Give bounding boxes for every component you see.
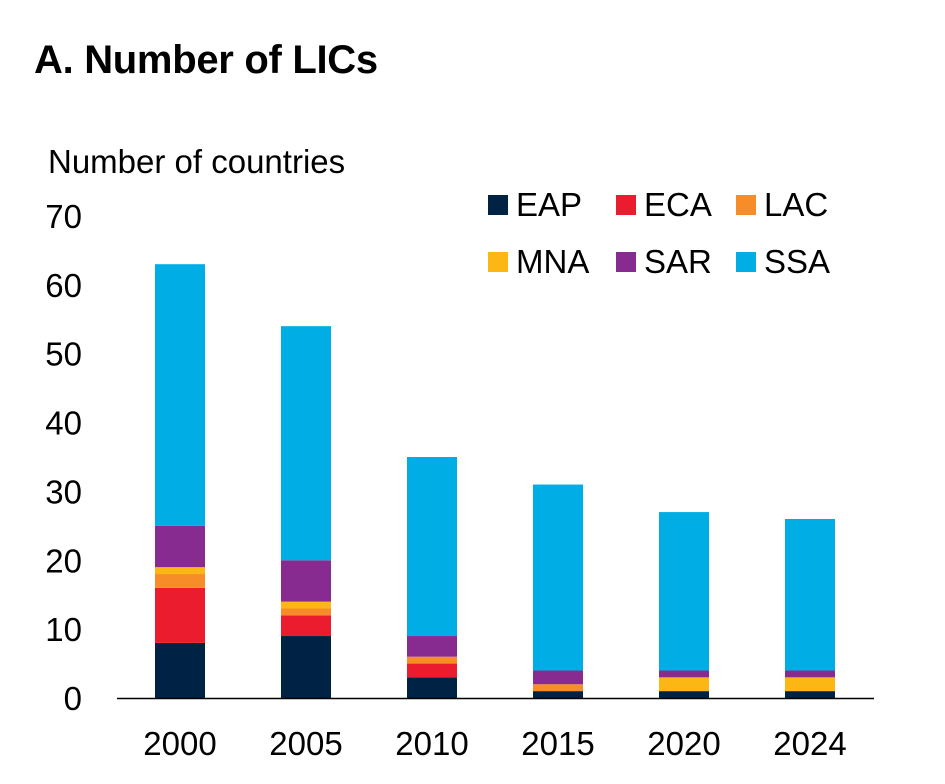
y-tick-label: 10 bbox=[45, 611, 82, 648]
x-tick-label: 2005 bbox=[269, 725, 342, 762]
legend-item-mna: MNA bbox=[488, 243, 589, 281]
bar-segment-eap-2024 bbox=[785, 691, 835, 698]
bar-segment-mna-2005 bbox=[281, 601, 331, 609]
y-tick-label: 20 bbox=[45, 542, 82, 579]
legend-label: SAR bbox=[644, 243, 712, 280]
legend-item-sar: SAR bbox=[616, 243, 712, 281]
bar-segment-lac-2015 bbox=[533, 684, 583, 692]
bar-segment-mna-2000 bbox=[155, 567, 205, 575]
legend-item-eap: EAP bbox=[488, 186, 582, 224]
bar-segment-sar-2000 bbox=[155, 525, 205, 568]
bar-segment-eap-2020 bbox=[659, 691, 709, 698]
x-tick-label: 2024 bbox=[773, 725, 846, 762]
legend-item-ssa: SSA bbox=[736, 243, 830, 281]
legend-swatch bbox=[736, 195, 756, 215]
bar-segment-ssa-2000 bbox=[155, 264, 205, 526]
y-tick-label: 0 bbox=[64, 680, 82, 717]
y-tick-label: 60 bbox=[45, 267, 82, 304]
bar-segment-eap-2005 bbox=[281, 636, 331, 698]
x-tick-label: 2015 bbox=[521, 725, 594, 762]
bar-segment-lac-2000 bbox=[155, 574, 205, 588]
legend-label: EAP bbox=[516, 186, 583, 223]
legend-swatch bbox=[616, 252, 636, 272]
legend-item-eca: ECA bbox=[616, 186, 712, 224]
bar-segment-mna-2020 bbox=[659, 677, 709, 692]
bar-segment-lac-2010 bbox=[407, 656, 457, 664]
legend-swatch bbox=[616, 195, 636, 215]
legend-swatch bbox=[736, 252, 756, 272]
legend-label: ECA bbox=[644, 186, 712, 223]
bar-segment-ssa-2020 bbox=[659, 512, 709, 671]
bar-segment-sar-2020 bbox=[659, 670, 709, 678]
bar-segment-eca-2000 bbox=[155, 587, 205, 643]
y-tick-label: 40 bbox=[45, 405, 82, 442]
legend-label: LAC bbox=[764, 186, 829, 223]
y-tick-label: 50 bbox=[45, 336, 82, 373]
legend-item-lac: LAC bbox=[736, 186, 828, 224]
legend-swatch bbox=[488, 195, 508, 215]
bar-segment-eca-2010 bbox=[407, 663, 457, 678]
x-tick-label: 2010 bbox=[395, 725, 468, 762]
bar-segment-ssa-2010 bbox=[407, 457, 457, 637]
y-tick-label: 70 bbox=[45, 198, 82, 235]
bar-segment-eca-2005 bbox=[281, 615, 331, 637]
y-tick-label: 30 bbox=[45, 473, 82, 510]
bar-segment-eap-2000 bbox=[155, 642, 205, 698]
bar-segment-eap-2015 bbox=[533, 691, 583, 698]
bar-segment-eap-2010 bbox=[407, 677, 457, 698]
x-tick-label: 2020 bbox=[647, 725, 720, 762]
bar-segment-ssa-2005 bbox=[281, 326, 331, 561]
bar-segment-mna-2024 bbox=[785, 677, 835, 692]
bar-segment-ssa-2015 bbox=[533, 484, 583, 671]
chart-title: A. Number of LICs bbox=[34, 38, 378, 82]
legend-label: SSA bbox=[764, 243, 831, 280]
x-tick-label: 2000 bbox=[143, 725, 216, 762]
legend-swatch bbox=[488, 252, 508, 272]
y-axis-label: Number of countries bbox=[48, 143, 346, 180]
bar-segment-sar-2005 bbox=[281, 560, 331, 602]
bar-segment-sar-2015 bbox=[533, 670, 583, 685]
bar-segment-lac-2005 bbox=[281, 608, 331, 616]
bar-segment-sar-2010 bbox=[407, 636, 457, 657]
legend-label: MNA bbox=[516, 243, 590, 280]
bar-segment-ssa-2024 bbox=[785, 518, 835, 671]
bar-segment-sar-2024 bbox=[785, 670, 835, 678]
